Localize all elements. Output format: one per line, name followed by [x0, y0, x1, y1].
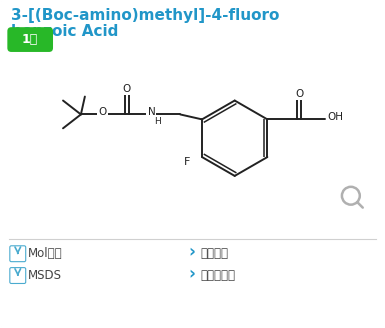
Text: H: H — [154, 117, 161, 126]
Text: 国外供应商: 国外供应商 — [200, 269, 235, 281]
Text: 3-[(Boc-amino)methyl]-4-fluoro: 3-[(Boc-amino)methyl]-4-fluoro — [11, 8, 280, 23]
Text: O: O — [295, 89, 303, 99]
Text: N: N — [147, 108, 155, 117]
Text: ›: › — [188, 243, 195, 261]
Text: O: O — [99, 108, 107, 117]
FancyBboxPatch shape — [7, 27, 53, 52]
FancyBboxPatch shape — [10, 246, 26, 262]
Text: 1级: 1级 — [22, 33, 38, 46]
FancyBboxPatch shape — [10, 268, 26, 283]
Text: Mol下载: Mol下载 — [28, 247, 63, 260]
Text: OH: OH — [327, 113, 343, 122]
Text: 化学性质: 化学性质 — [200, 247, 228, 260]
Text: O: O — [122, 84, 131, 93]
Text: F: F — [184, 157, 190, 167]
Text: MSDS: MSDS — [28, 269, 62, 281]
Text: benzoic Acid: benzoic Acid — [11, 24, 119, 39]
Text: ›: › — [188, 265, 195, 283]
